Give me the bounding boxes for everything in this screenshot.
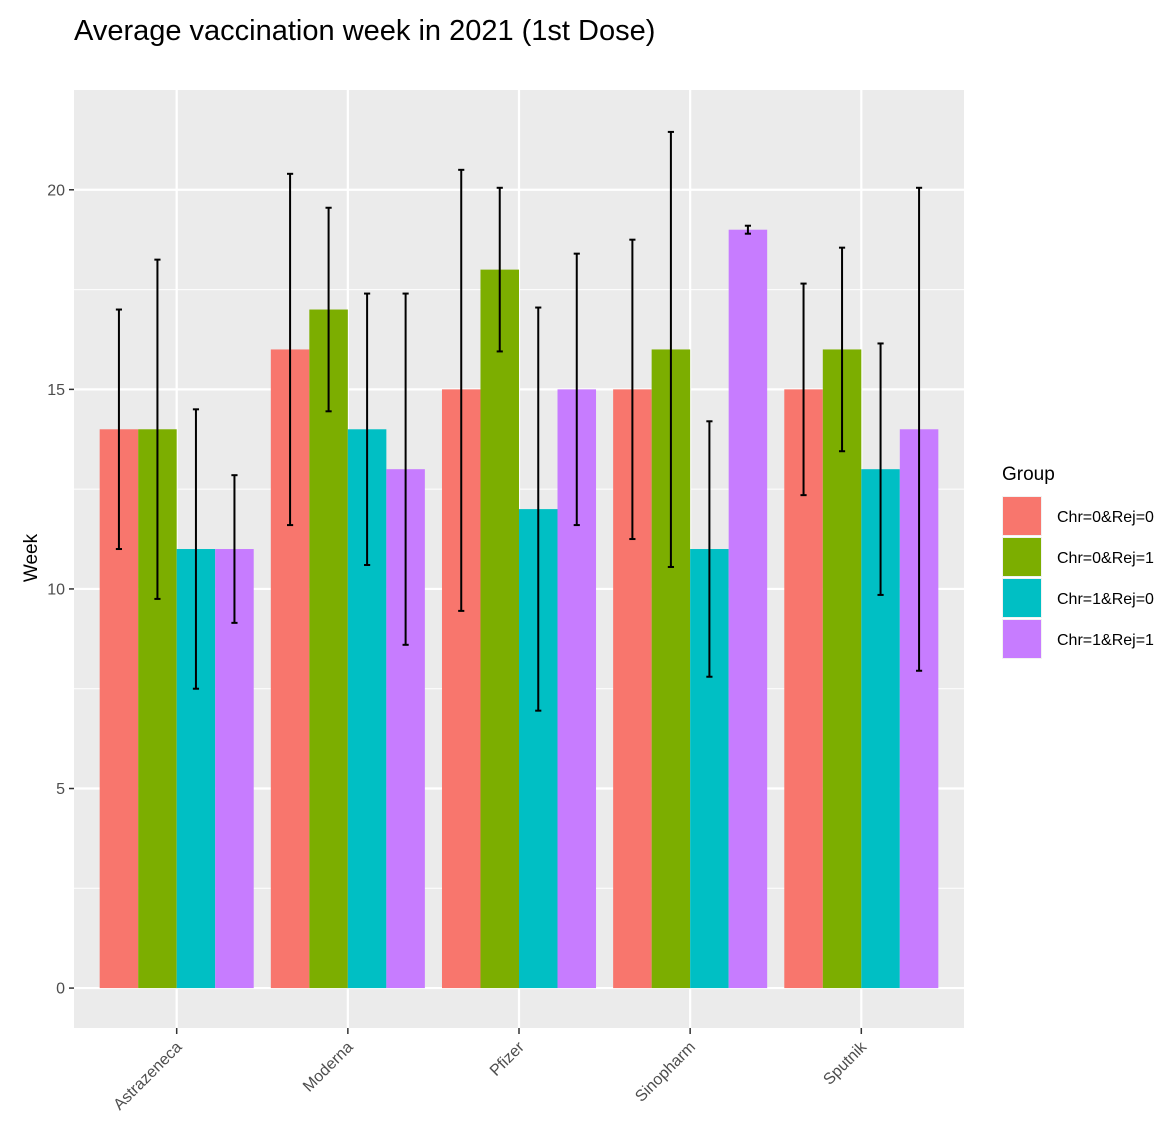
bar	[309, 309, 348, 989]
legend-swatch	[1003, 538, 1041, 576]
x-tick-label: Pfizer	[487, 1038, 528, 1079]
x-tick-label: Sinopharm	[632, 1039, 699, 1106]
y-axis-title: Week	[21, 533, 42, 582]
error-bars	[115, 130, 923, 712]
y-tick-label: 20	[47, 182, 65, 199]
legend-swatch	[1003, 579, 1041, 617]
bar	[822, 349, 862, 989]
chart-title: Average vaccination week in 2021 (1st Do…	[74, 15, 655, 47]
legend-title: Group	[1002, 464, 1055, 485]
legend-swatch	[1003, 620, 1041, 658]
y-axis: 0 5 10 15 20	[47, 182, 74, 998]
y-tick-label: 15	[47, 382, 65, 399]
legend: Group Chr=0&Rej=0 Chr=0&Rej=1 Chr=1&Rej=0 C…	[1002, 464, 1154, 659]
legend-label: Chr=0&Rej=1	[1057, 550, 1154, 567]
legend-label: Chr=1&Rej=1	[1057, 632, 1154, 649]
legend-label: Chr=0&Rej=0	[1057, 509, 1154, 526]
legend-label: Chr=1&Rej=0	[1057, 591, 1154, 608]
legend-swatch	[1003, 497, 1041, 535]
y-tick-label: 5	[56, 781, 65, 798]
x-tick-label: Moderna	[300, 1039, 357, 1096]
x-axis: Astrazeneca Moderna Pfizer Sinopharm Sputnik	[111, 1028, 871, 1114]
bar	[480, 269, 519, 989]
x-tick-label: Astrazeneca	[111, 1039, 186, 1114]
bar	[728, 229, 768, 989]
y-tick-label: 10	[47, 581, 65, 598]
x-tick-label: Sputnik	[820, 1038, 870, 1088]
y-tick-label: 0	[56, 981, 65, 998]
